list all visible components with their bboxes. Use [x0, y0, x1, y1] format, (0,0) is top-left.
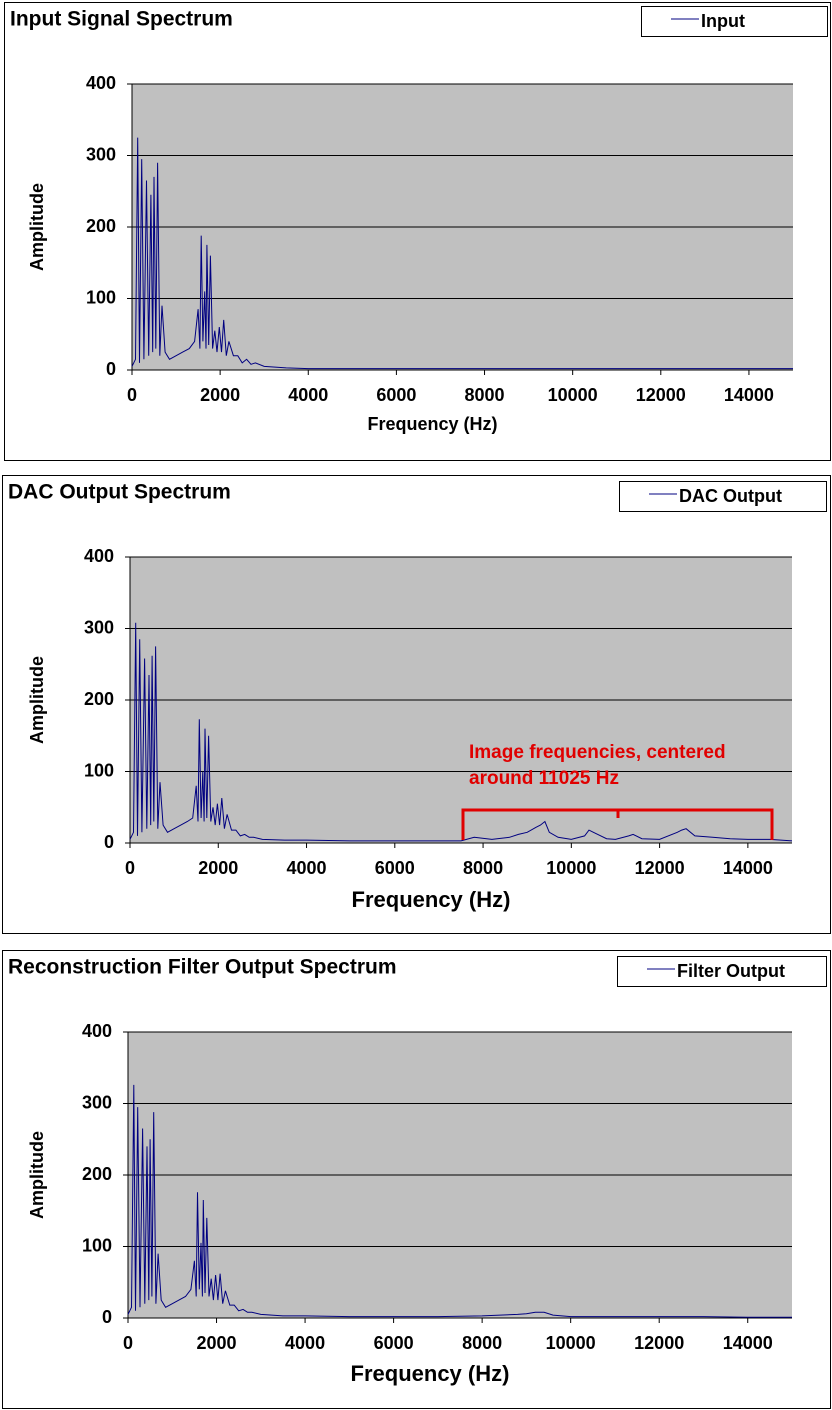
- x-tick-label: 6000: [375, 858, 415, 878]
- y-tick-label: 400: [86, 73, 116, 93]
- y-tick-label: 100: [86, 287, 116, 307]
- y-tick-label: 100: [82, 1235, 112, 1255]
- series-line: [127, 1084, 792, 1318]
- x-axis-title: Frequency (Hz): [352, 887, 511, 912]
- x-tick-label: 14000: [723, 858, 773, 878]
- x-tick-label: 14000: [724, 385, 774, 405]
- x-tick-label: 6000: [374, 1333, 414, 1353]
- annotation: around 11025 Hz: [469, 768, 619, 789]
- x-tick-label: 4000: [288, 385, 328, 405]
- x-tick-label: 0: [125, 858, 135, 878]
- y-tick-label: 0: [104, 832, 114, 852]
- y-tick-label: 300: [86, 144, 116, 164]
- x-tick-label: 2000: [197, 1333, 237, 1353]
- x-axis-title: Frequency (Hz): [367, 414, 497, 434]
- y-axis-title: Amplitude: [27, 183, 47, 271]
- legend-box: [619, 481, 827, 512]
- y-tick-label: 0: [106, 359, 116, 379]
- x-tick-label: 10000: [546, 1333, 596, 1353]
- x-tick-label: 6000: [376, 385, 416, 405]
- legend-label: DAC Output: [679, 486, 782, 506]
- annotation-bracket: [461, 808, 774, 840]
- legend-label: Input: [701, 11, 745, 31]
- y-axis-title: Amplitude: [27, 1131, 47, 1219]
- y-tick-label: 200: [86, 216, 116, 236]
- y-tick-label: 200: [82, 1164, 112, 1184]
- x-tick-label: 12000: [634, 1333, 684, 1353]
- y-tick-label: 400: [84, 546, 114, 566]
- x-tick-label: 4000: [285, 1333, 325, 1353]
- series-line: [131, 137, 793, 370]
- x-tick-label: 10000: [546, 858, 596, 878]
- y-tick-label: 300: [84, 617, 114, 637]
- y-tick-label: 400: [82, 1021, 112, 1041]
- y-tick-label: 100: [84, 760, 114, 780]
- x-tick-label: 8000: [465, 385, 505, 405]
- x-tick-label: 2000: [200, 385, 240, 405]
- x-tick-label: 12000: [636, 385, 686, 405]
- chart-title: Input Signal Spectrum: [10, 8, 233, 31]
- chart-title: Reconstruction Filter Output Spectrum: [8, 956, 397, 979]
- x-axis-title: Frequency (Hz): [351, 1361, 510, 1386]
- annotation: Image frequencies, centered: [469, 742, 726, 763]
- legend-label: Filter Output: [677, 961, 785, 981]
- x-tick-label: 0: [123, 1333, 133, 1353]
- x-tick-label: 12000: [635, 858, 685, 878]
- x-tick-label: 10000: [548, 385, 598, 405]
- x-tick-label: 0: [127, 385, 137, 405]
- series-line: [129, 622, 793, 842]
- y-tick-label: 300: [82, 1092, 112, 1112]
- chart-title: DAC Output Spectrum: [8, 481, 231, 504]
- legend-box: [617, 956, 827, 987]
- legend-box: [641, 6, 828, 37]
- x-tick-label: 8000: [463, 858, 503, 878]
- y-tick-label: 0: [102, 1307, 112, 1327]
- y-tick-label: 200: [84, 689, 114, 709]
- x-tick-label: 8000: [462, 1333, 502, 1353]
- x-tick-label: 14000: [723, 1333, 773, 1353]
- x-tick-label: 4000: [287, 858, 327, 878]
- y-axis-title: Amplitude: [27, 656, 47, 744]
- x-tick-label: 2000: [198, 858, 238, 878]
